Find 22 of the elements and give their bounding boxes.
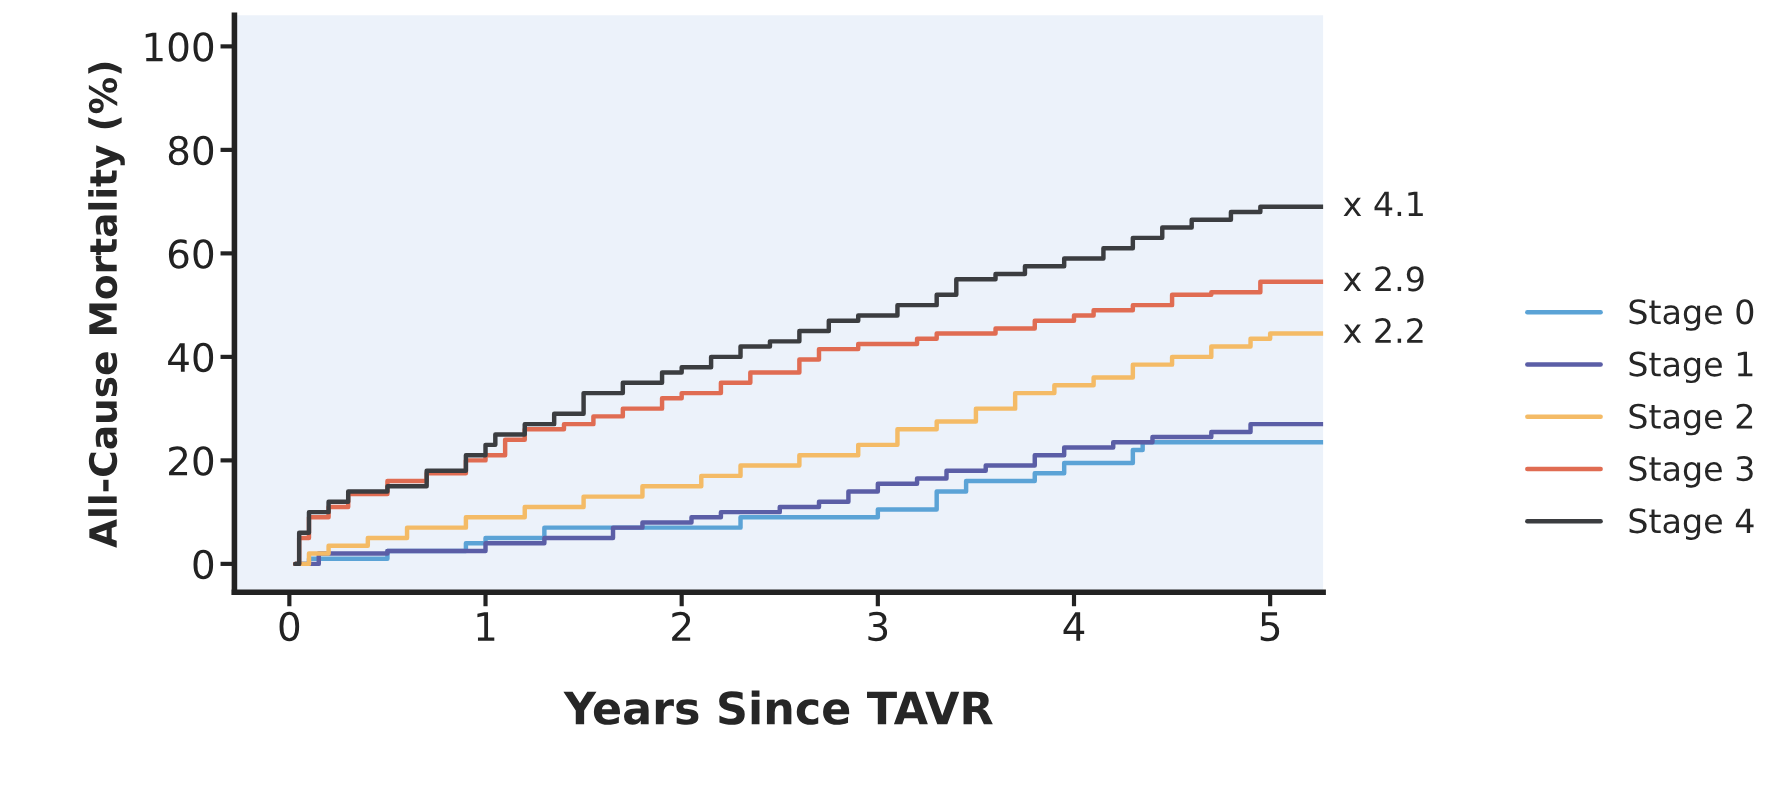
text: x 4.1 (1343, 191, 1423, 216)
y-tick-label: 0 (193, 549, 214, 580)
y-axis-title: All-Cause Mortality (%) (88, 62, 125, 548)
x-tick-label: 5 (1260, 612, 1280, 642)
x-tick-label: 0 (279, 611, 300, 642)
x-tick-label: 4 (1063, 612, 1085, 641)
y-tick-label: 100 (145, 32, 214, 62)
text: x 2.2 (1343, 318, 1423, 343)
x-tick-label: 1 (477, 612, 495, 641)
x-axis-title: Years Since TAVR (563, 690, 993, 725)
legend-label: Stage 2 (1629, 403, 1753, 436)
legend-label: Stage 0 (1629, 299, 1754, 331)
y-tick-label: 20 (169, 446, 214, 476)
y-tick-label: 40 (168, 342, 214, 373)
y-tick-label: 80 (168, 135, 214, 166)
legend-label: Stage 3 (1629, 455, 1753, 488)
x-tick-label: 3 (868, 611, 888, 642)
legend-label: Stage 1 (1629, 351, 1753, 384)
legend-label: Stage 4 (1629, 508, 1754, 540)
text: x 2.9 (1343, 266, 1424, 292)
y-tick-label: 60 (168, 239, 214, 269)
x-tick-label: 2 (672, 611, 691, 641)
